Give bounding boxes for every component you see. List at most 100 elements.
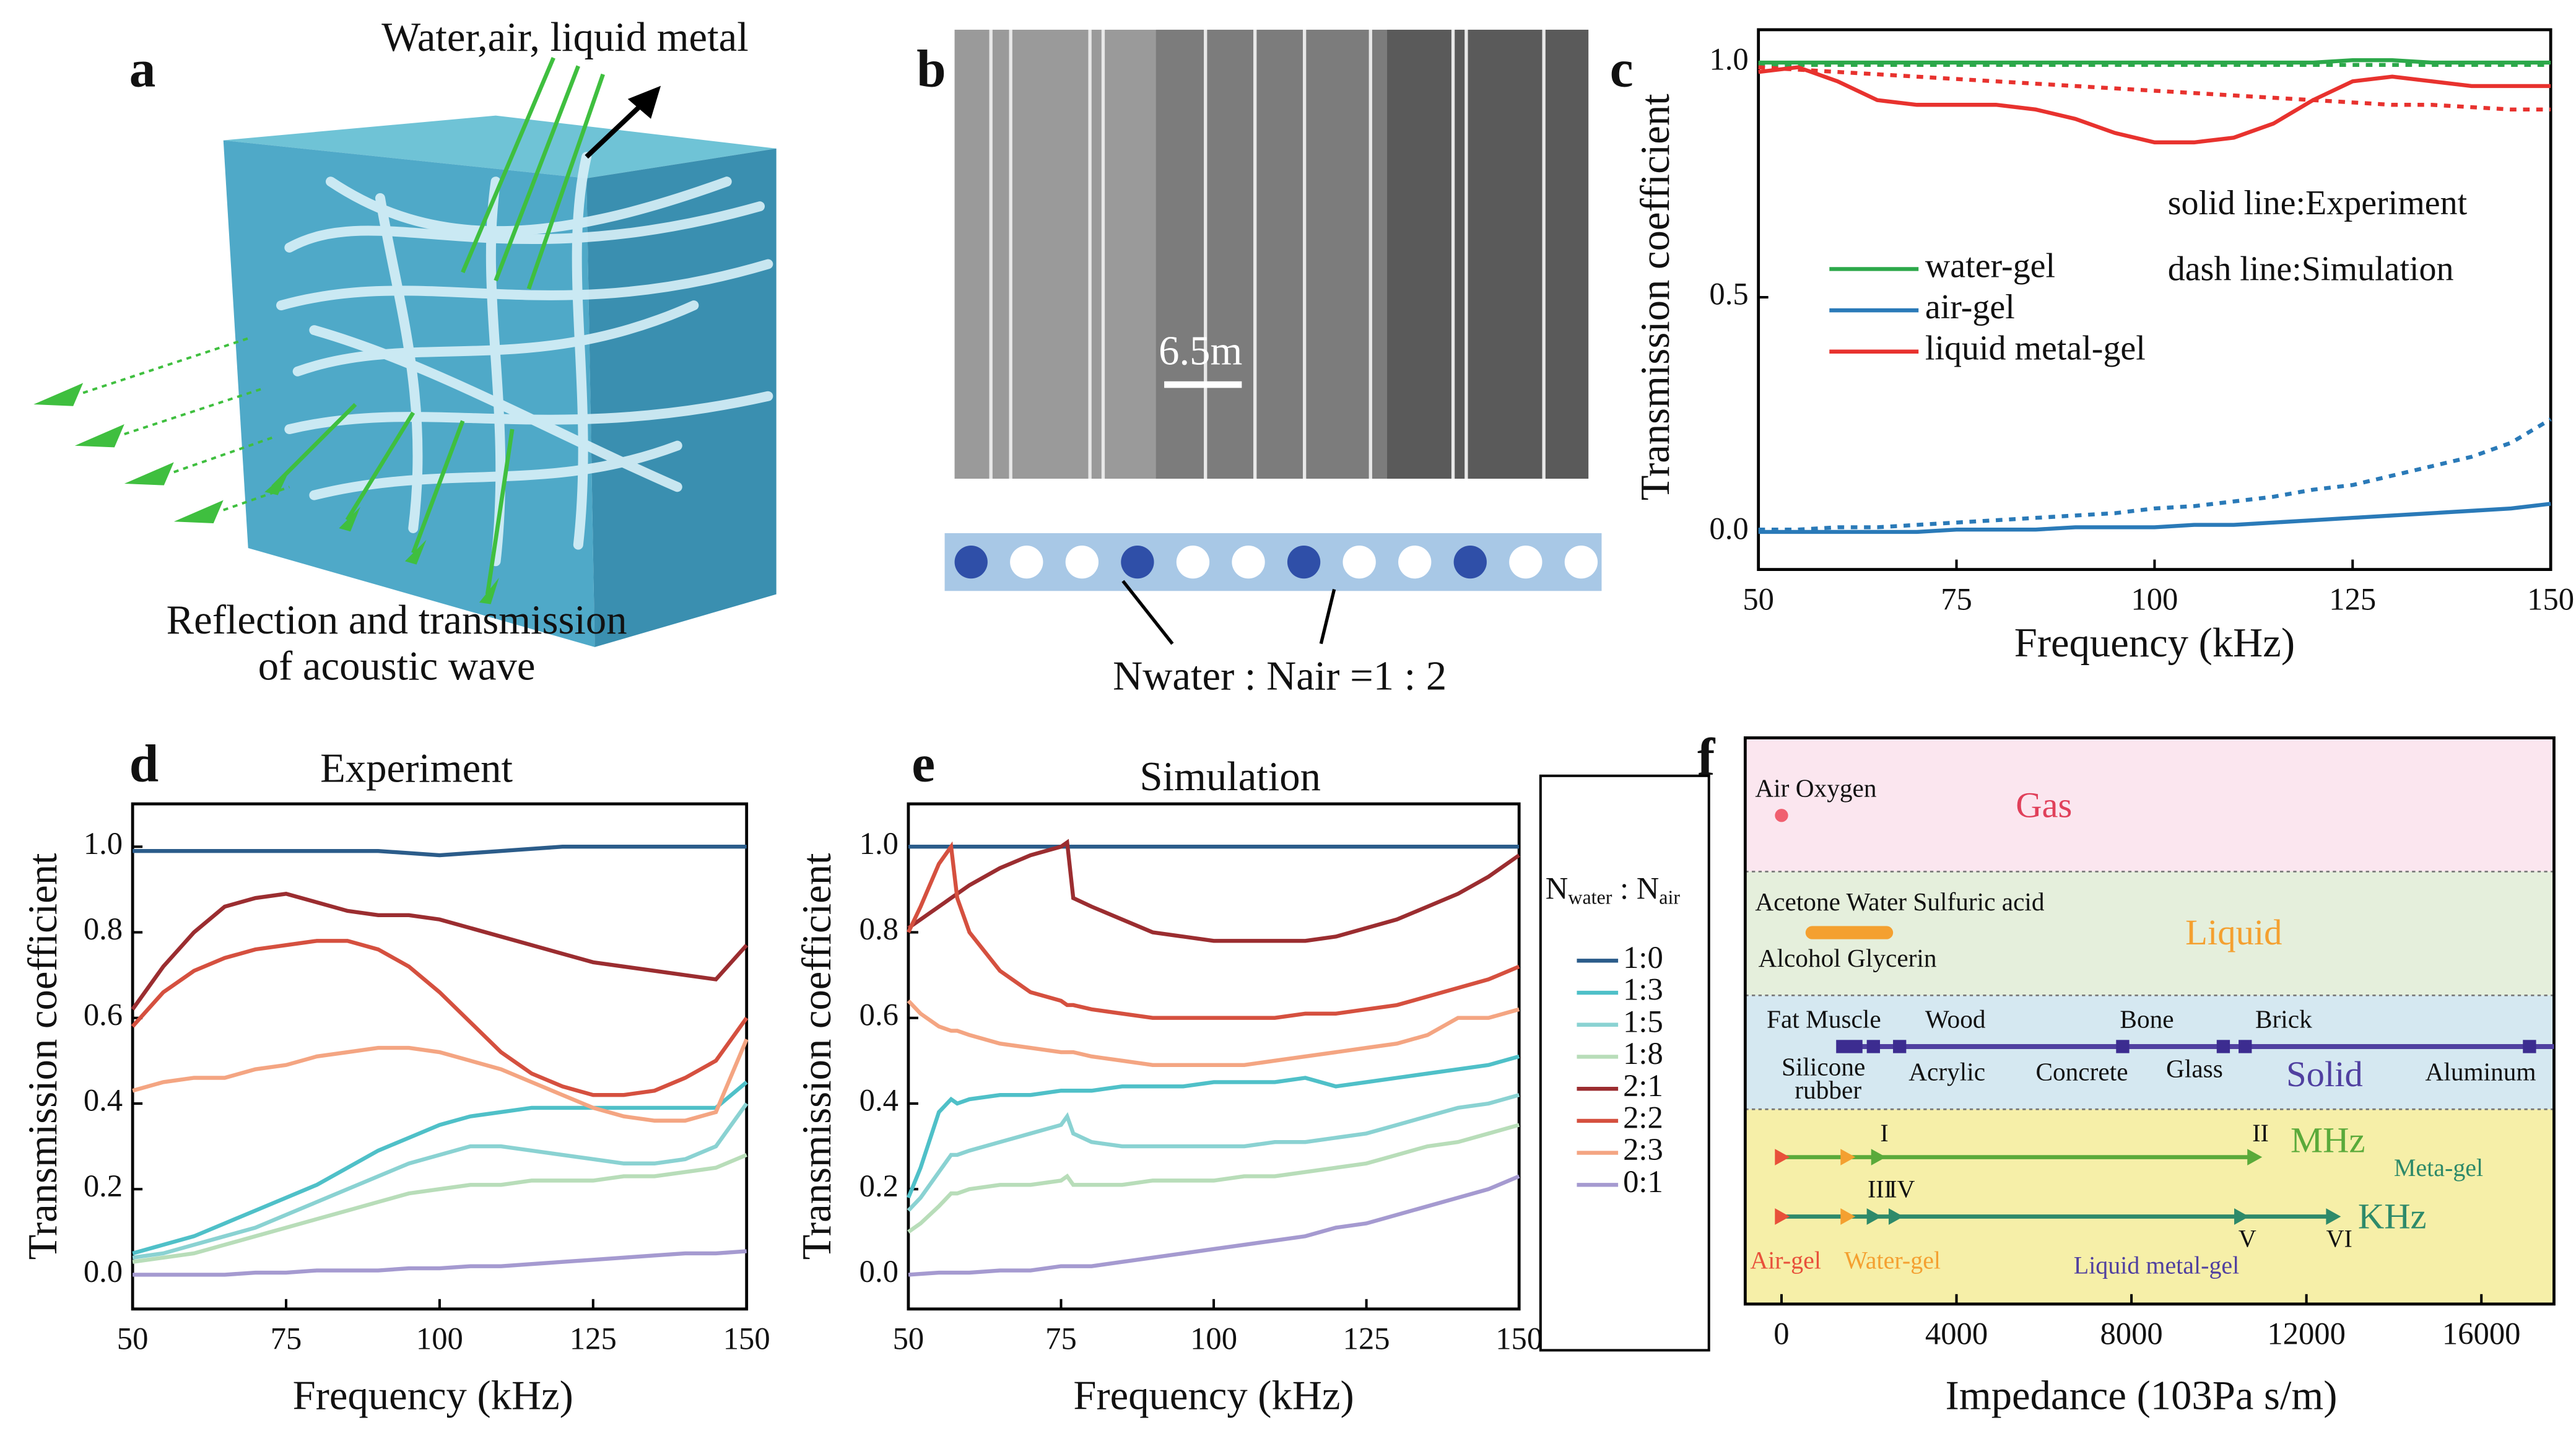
series-line [133,845,747,858]
legend-label: 0:1 [1623,1164,1663,1199]
y-tick-label: 0.0 [859,1254,899,1289]
x-tick-label: 0 [1773,1317,1789,1351]
impedance-marker [1840,1208,1856,1225]
material-label: Meta-gel [2394,1154,2483,1182]
y-tick-label: 0.8 [859,912,899,946]
panel-letter: e [912,735,935,793]
legend-label: 1:5 [1623,1004,1663,1039]
impedance-marker [1775,1149,1790,1165]
x-tick-label: 4000 [1925,1317,1988,1351]
legend-label: 2:2 [1623,1100,1663,1135]
y-tick-label: 0.2 [859,1169,899,1203]
particle-row [954,545,1598,579]
material-label: Acetone Water Sulfuric acid [1755,887,2045,916]
y-tick-label: 0.6 [84,997,123,1032]
panel-a-caption: Reflection and transmission [167,598,627,643]
material-label: Concrete [2035,1058,2128,1086]
chart-title: Simulation [1139,754,1320,799]
material-label: Aluminum [2426,1058,2536,1086]
y-tick-label: 0.2 [84,1169,123,1203]
y-tick-label: 0.0 [84,1254,123,1289]
series-line [906,1054,1520,1199]
series-line [1758,58,2551,65]
solid-marker [1866,1040,1880,1053]
solid-marker [2523,1040,2536,1053]
y-tick-label: 0.8 [84,912,123,946]
material-label: Wood [1925,1004,1986,1033]
x-tick-label: 12000 [2267,1317,2346,1351]
material-label: rubber [1795,1076,1861,1104]
x-tick-label: 16000 [2442,1317,2521,1351]
panel-letter: d [129,735,159,793]
annotation: solid line:Experiment [2168,184,2468,222]
gas-point [1775,809,1788,822]
series-line [907,1093,1520,1212]
series-line [1758,502,2551,534]
solid-marker [2239,1040,2252,1053]
region-name: Gas [2016,785,2072,825]
y-tick-label: 1.0 [1709,42,1748,77]
legend-label: water-gel [1925,246,2055,285]
series-line [132,1080,748,1255]
roman-label: VI [2326,1225,2352,1253]
particle [1065,545,1099,579]
material-label: Fat Muscle [1767,1004,1881,1033]
legend-label: 1:0 [1623,940,1663,975]
y-tick-label: 0.6 [859,997,899,1032]
x-tick-label: 150 [1495,1322,1543,1356]
panel-b-art [944,29,1602,645]
region [1745,995,2554,1110]
particle [1121,545,1154,579]
x-tick-label: 100 [1190,1322,1237,1356]
y-tick-label: 0.4 [84,1083,123,1118]
particle [1010,545,1043,579]
particle [1287,545,1321,579]
y-tick-label: 1.0 [859,826,899,861]
panel-a-art [33,56,777,647]
solid-marker [2216,1040,2230,1053]
series-line [908,1174,1520,1277]
material-label: Alcohol Glycerin [1759,944,1937,972]
x-tick-label: 75 [271,1322,302,1356]
impedance-marker [1888,1208,1904,1225]
material-label: Acrylic [1908,1058,1985,1086]
marker-label: Air-gel [1750,1246,1821,1274]
plot-frame [1743,736,2556,1306]
plot-frame [1757,28,2552,572]
x-axis-label: Frequency (kHz) [293,1374,573,1419]
region [1745,1109,2554,1304]
legend-label: 1:8 [1623,1036,1663,1071]
series-line [1758,65,2551,145]
material-label: Bone [2120,1004,2174,1033]
impedance-marker [1871,1149,1886,1165]
series-line [907,841,1520,1020]
series-line [132,1152,747,1264]
impedance-marker [1866,1208,1882,1225]
roman-label: V [2239,1225,2256,1253]
y-axis-label: Transmission coefficient [794,853,840,1260]
legend-title-part: N [1546,871,1569,905]
solid-marker [1849,1040,1863,1053]
impedance-marker [2234,1208,2250,1225]
x-tick-label: 150 [723,1322,770,1356]
x-tick-label: 125 [570,1322,617,1356]
legend-label: 2:1 [1623,1068,1663,1103]
legend-title-part: water [1568,887,1612,908]
band-name: KHz [2358,1196,2427,1236]
legend-label: liquid metal-gel [1925,329,2146,368]
scale-label: 6.5m [1159,328,1242,373]
material-label: Silicone [1782,1053,1865,1081]
roman-label: II [2252,1119,2269,1147]
series-line [133,1249,747,1277]
x-tick-label: 50 [1743,582,1774,617]
x-tick-label: 100 [2131,582,2178,617]
particle [1176,545,1210,579]
x-tick-label: 150 [2527,582,2574,617]
panel-a-label: Water,air, liquid metal [381,15,748,60]
series-line [131,892,749,1011]
band-name: MHz [2291,1120,2365,1161]
y-axis-label: Transmission coefficient [20,853,66,1260]
region-name: Solid [2286,1054,2363,1094]
roman-label: III [1868,1175,1892,1203]
